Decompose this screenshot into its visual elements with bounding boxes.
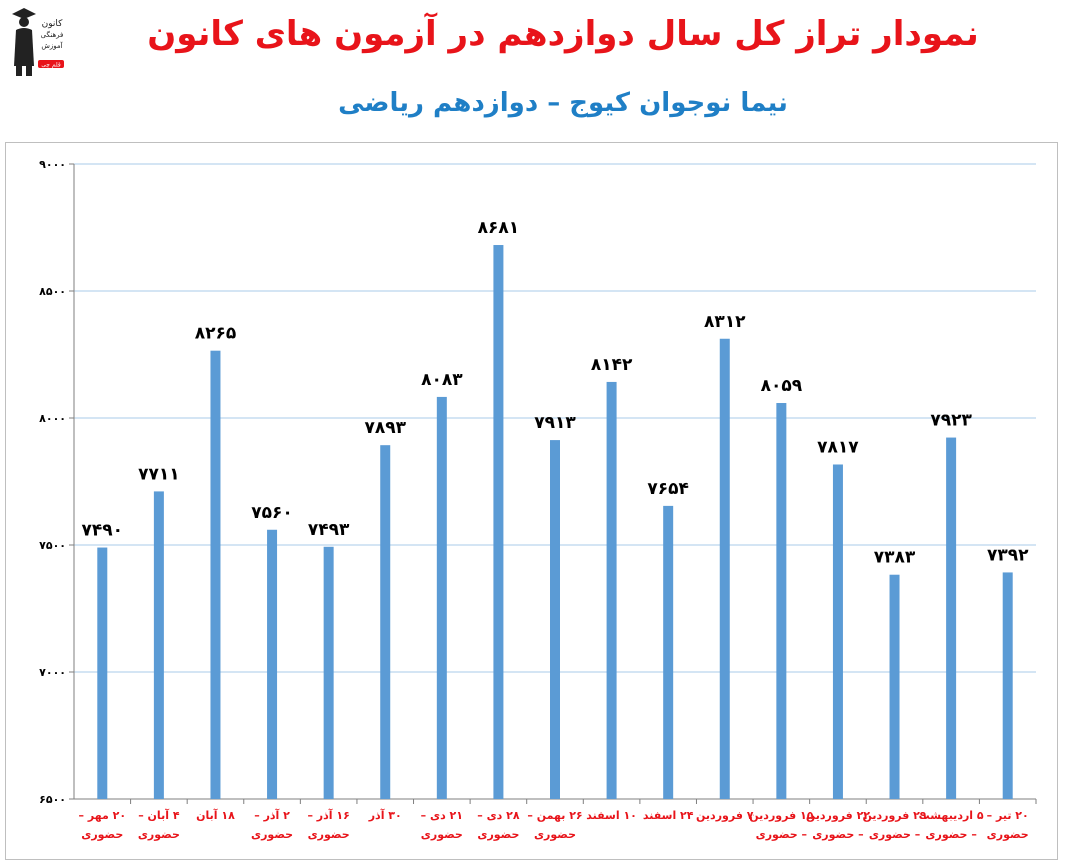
category-label: ۲۶ بهمن – [527, 809, 582, 822]
bar [267, 529, 278, 799]
y-tick-label: ۹۰۰۰ [39, 158, 66, 171]
data-label: ۷۴۹۳ [308, 520, 350, 540]
category-label: حضوری [477, 828, 519, 841]
category-label: – حضوری [756, 828, 807, 841]
bar [832, 464, 843, 799]
category-label: – حضوری [869, 828, 920, 841]
bar [946, 437, 957, 799]
category-label: ۴ آبان – [138, 808, 180, 822]
category-label: ۲۸ دی – [477, 809, 520, 822]
data-label: ۷۹۲۳ [930, 411, 972, 431]
bar [380, 445, 391, 799]
bar [663, 505, 674, 799]
category-label: حضوری [534, 828, 576, 841]
page-subtitle: نیما نوجوان کیوج – دوازدهم ریاضی [338, 88, 788, 118]
category-label: حضوری [251, 828, 293, 841]
category-label: حضوری [421, 828, 463, 841]
category-label: ۲۴ اسفند [643, 809, 694, 822]
logo-line-3: آموزش [41, 41, 63, 50]
y-tick-label: ۸۵۰۰ [39, 285, 66, 298]
data-label: ۸۰۸۳ [421, 370, 463, 390]
logo-line-2: فرهنگی [41, 30, 64, 39]
bar [889, 574, 900, 799]
data-label: ۷۸۹۳ [364, 418, 406, 438]
category-label: ۲۱ دی – [421, 809, 463, 822]
data-label: ۷۷۱۱ [138, 464, 180, 484]
data-label: ۸۱۴۲ [591, 355, 633, 375]
bar [606, 381, 617, 799]
category-label: حضوری [138, 828, 180, 841]
category-label: حضوری [987, 828, 1029, 841]
category-label: ۱۰ اسفند [586, 809, 637, 822]
bar [493, 245, 504, 799]
data-label: ۸۰۵۹ [761, 376, 803, 396]
category-label: ۲۲ فروردین [806, 809, 870, 822]
chart-frame: ۶۵۰۰ ۷۰۰۰ ۷۵۰۰ ۸۰۰۰ ۸۵۰۰ ۹۰۰۰ ۷۴۹۰ ۲۰ مهر – حضور… [5, 142, 1058, 860]
bar-chart: ۶۵۰۰ ۷۰۰۰ ۷۵۰۰ ۸۰۰۰ ۸۵۰۰ ۹۰۰۰ ۷۴۹۰ ۲۰ مهر – حضور… [39, 158, 1037, 841]
graduate-figure-icon: کانون فرهنگی آموزش قلم چی [12, 8, 64, 76]
y-tick-label: ۸۰۰۰ [39, 412, 66, 425]
bar [210, 350, 221, 799]
data-label: ۷۶۵۴ [647, 479, 689, 499]
category-label: – حضوری [812, 828, 863, 841]
y-tick-label: ۷۵۰۰ [39, 539, 66, 552]
category-label: ۱۸ آبان [196, 808, 235, 822]
category-label: ۷ فروردین [696, 809, 754, 822]
bar [719, 338, 730, 799]
category-label: ۲ آذر – [254, 808, 290, 822]
bar [323, 546, 334, 799]
category-label: ۲۹ فروردین [862, 809, 926, 822]
bar [436, 396, 447, 799]
page-title: نمودار تراز کل سال دوازدهم در آزمون های … [147, 14, 979, 54]
category-label: – حضوری [925, 828, 976, 841]
category-label: ۱۵ فروردین [749, 809, 813, 822]
data-label: ۸۲۶۵ [195, 324, 237, 344]
y-tick-label: ۶۵۰۰ [39, 793, 66, 806]
data-label: ۷۸۱۷ [817, 437, 859, 457]
bar [776, 403, 787, 799]
bar [1002, 572, 1013, 799]
data-label: ۷۴۹۰ [82, 521, 124, 541]
data-label: ۷۹۱۳ [534, 413, 576, 433]
data-label: ۷۵۶۰ [251, 503, 293, 523]
category-label: ۲۰ تیر – [987, 809, 1029, 822]
kanoon-logo: کانون فرهنگی آموزش قلم چی [8, 4, 68, 78]
bar [153, 491, 164, 799]
logo-line-4: قلم چی [41, 62, 61, 69]
data-label: ۸۶۸۱ [478, 218, 520, 238]
category-label: ۵ اردیبهشت [919, 809, 984, 822]
category-label: حضوری [308, 828, 350, 841]
logo-line-1: کانون [42, 19, 64, 29]
data-label: ۸۳۱۲ [704, 312, 746, 332]
category-label: ۱۶ آذر – [307, 808, 349, 822]
category-label: حضوری [81, 828, 123, 841]
category-label: ۲۰ مهر – [79, 809, 127, 822]
data-label: ۷۳۹۲ [987, 545, 1029, 565]
data-label: ۷۳۸۳ [874, 548, 916, 568]
bar [97, 547, 108, 799]
y-tick-label: ۷۰۰۰ [39, 666, 66, 679]
category-label: ۳۰ آذر [368, 808, 402, 822]
bar [550, 440, 560, 799]
